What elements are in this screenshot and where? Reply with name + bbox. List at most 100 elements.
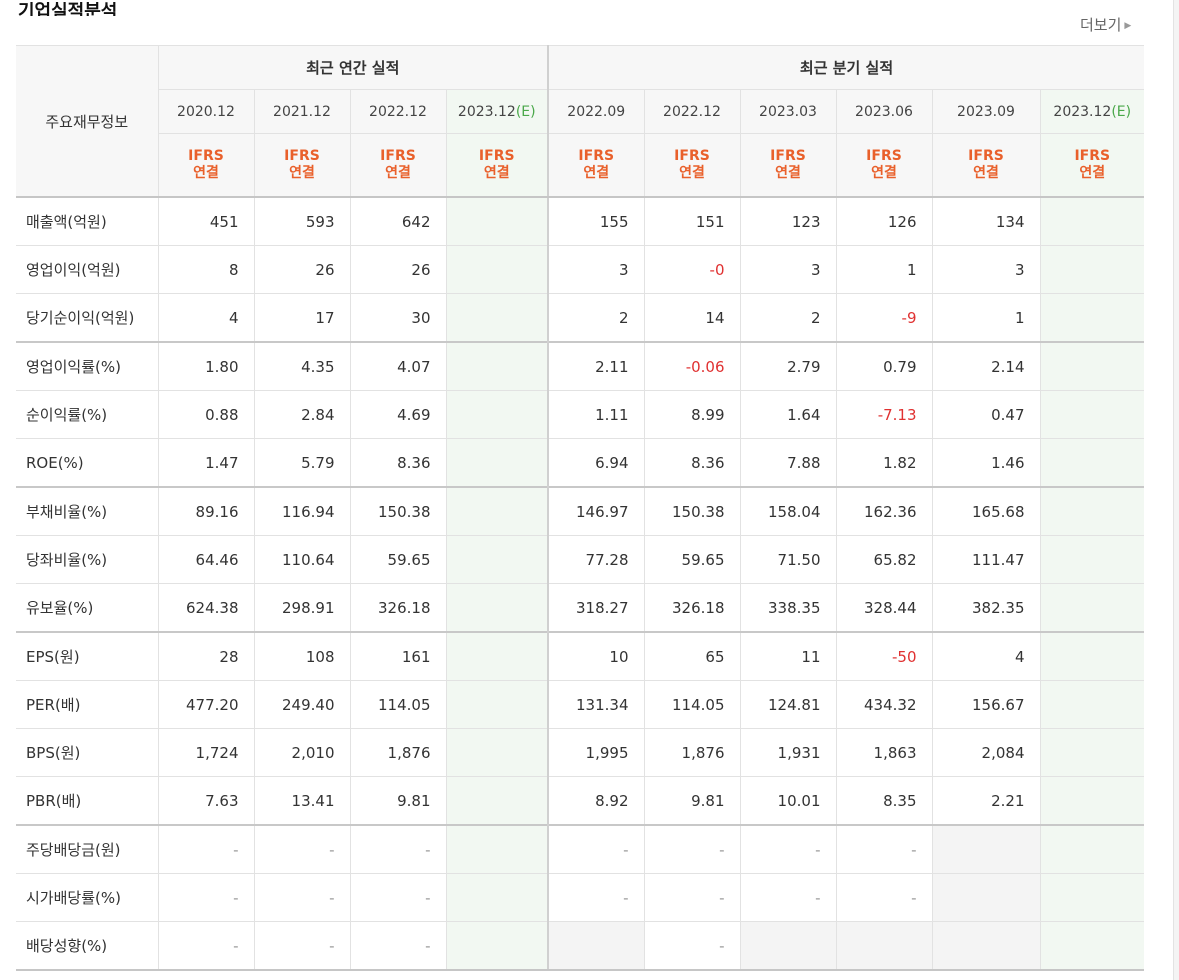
estimate-mark: (E) (1111, 103, 1132, 120)
table-cell: 3 (739, 245, 837, 294)
ifrs-consolidated-link[interactable]: IFRS 연결 (547, 133, 645, 198)
ifrs-consolidated-link[interactable]: IFRS 연결 (931, 133, 1041, 198)
table-cell: 108 (253, 631, 351, 681)
table-cell: 1.46 (931, 438, 1041, 488)
table-cell: 1,863 (835, 728, 933, 777)
table-cell: - (643, 824, 741, 874)
consolidated-label: 연결 (679, 165, 705, 181)
table-cell (1039, 341, 1145, 391)
table-cell: 161 (349, 631, 447, 681)
period-date: 2022.12 (663, 103, 721, 120)
annual-group-header: 최근 연간 실적 (157, 45, 549, 90)
consolidated-label: 연결 (385, 165, 411, 181)
table-cell (1039, 196, 1145, 246)
table-cell: 158.04 (739, 486, 837, 536)
table-row: 영업이익률(%) 1.80 4.35 4.07 2.11 -0.06 2.79 0.79 2.1… (16, 341, 1145, 391)
table-cell: 326.18 (349, 583, 447, 633)
ifrs-consolidated-link[interactable]: IFRS 연결 (445, 133, 549, 198)
table-cell: - (157, 921, 255, 971)
table-cell: 2.14 (931, 341, 1041, 391)
page-title: 기업실적분석 (18, 2, 118, 16)
row-label: 배당성향(%) (16, 921, 159, 971)
table-cell: 10 (547, 631, 645, 681)
table-cell: 150.38 (643, 486, 741, 536)
table-cell (445, 631, 549, 681)
table-cell: 8.99 (643, 390, 741, 439)
table-cell: - (253, 921, 351, 971)
table-cell: 156.67 (931, 680, 1041, 729)
table-cell: 9.81 (643, 776, 741, 826)
table-cell: 13.41 (253, 776, 351, 826)
table-cell: 65 (643, 631, 741, 681)
table-cell: 2 (547, 293, 645, 343)
row-label: 부채비율(%) (16, 486, 159, 536)
row-label: PER(배) (16, 680, 159, 729)
table-cell: - (349, 824, 447, 874)
table-cell: - (349, 873, 447, 922)
table-cell: 30 (349, 293, 447, 343)
table-cell: - (643, 921, 741, 971)
consolidated-label: 연결 (193, 165, 219, 181)
table-cell: 151 (643, 196, 741, 246)
table-cell: 338.35 (739, 583, 837, 633)
table-cell: 0.47 (931, 390, 1041, 439)
ifrs-consolidated-link[interactable]: IFRS 연결 (1039, 133, 1145, 198)
period-header: 2023.12(E) (1039, 89, 1145, 134)
ifrs-consolidated-link[interactable]: IFRS 연결 (253, 133, 351, 198)
row-label: 당좌비율(%) (16, 535, 159, 584)
table-cell: - (253, 824, 351, 874)
ifrs-consolidated-link[interactable]: IFRS 연결 (739, 133, 837, 198)
table-cell (1039, 680, 1145, 729)
table-cell (445, 728, 549, 777)
table-cell: 249.40 (253, 680, 351, 729)
more-link[interactable]: 더보기 ▶ (1080, 14, 1131, 35)
financial-summary-table: 주요재무정보 최근 연간 실적 최근 분기 실적 2020.12 2021.12 2022… (16, 45, 1145, 971)
table-cell (445, 486, 549, 536)
period-date: 2023.12 (1053, 103, 1112, 120)
table-cell: 64.46 (157, 535, 255, 584)
table-cell: 1.47 (157, 438, 255, 488)
chevron-right-icon: ▶ (1124, 21, 1132, 31)
table-cell: 110.64 (253, 535, 351, 584)
ifrs-label: IFRS (770, 148, 806, 164)
table-cell: 624.38 (157, 583, 255, 633)
ifrs-label: IFRS (478, 148, 515, 164)
table-cell: - (739, 873, 837, 922)
table-cell: 26 (349, 245, 447, 294)
table-cell: 1 (931, 293, 1041, 343)
period-date: 2021.12 (273, 103, 331, 120)
table-cell: - (157, 873, 255, 922)
row-label: PBR(배) (16, 776, 159, 826)
ifrs-consolidated-link[interactable]: IFRS 연결 (349, 133, 447, 198)
consolidated-label: 연결 (871, 165, 897, 181)
table-cell (1039, 583, 1145, 633)
table-row: EPS(원) 28 108 161 10 65 11 -50 4 (16, 631, 1145, 681)
table-cell: 155 (547, 196, 645, 246)
table-cell (547, 921, 645, 971)
ifrs-consolidated-link[interactable]: IFRS 연결 (835, 133, 933, 198)
ifrs-label: IFRS (1074, 148, 1111, 164)
scrollbar-track[interactable] (1173, 0, 1179, 980)
table-row: 유보율(%) 624.38 298.91 326.18 318.27 326.18 338.… (16, 583, 1145, 633)
ifrs-consolidated-link[interactable]: IFRS 연결 (158, 133, 255, 198)
row-label: 유보율(%) (16, 583, 159, 633)
ifrs-consolidated-link[interactable]: IFRS 연결 (643, 133, 741, 198)
table-cell: 593 (253, 196, 351, 246)
table-cell (1039, 486, 1145, 536)
table-cell: 2.21 (931, 776, 1041, 826)
table-row: PER(배) 477.20 249.40 114.05 131.34 114.05 124.… (16, 680, 1145, 729)
table-cell (1039, 438, 1145, 488)
table-cell: 1.80 (157, 341, 255, 391)
table-cell: 0.79 (835, 341, 933, 391)
table-cell: 111.47 (931, 535, 1041, 584)
table-cell: - (547, 873, 645, 922)
table-cell: 8 (157, 245, 255, 294)
period-header: 2022.12 (349, 89, 447, 134)
consolidated-label: 연결 (289, 165, 315, 181)
row-label: 시가배당률(%) (16, 873, 159, 922)
more-link-label: 더보기 (1080, 16, 1122, 34)
table-cell: 2 (739, 293, 837, 343)
table-cell: - (547, 824, 645, 874)
period-header: 2023.06 (835, 89, 933, 134)
table-row: 순이익률(%) 0.88 2.84 4.69 1.11 8.99 1.64 -7.13 0.47 (16, 390, 1145, 439)
